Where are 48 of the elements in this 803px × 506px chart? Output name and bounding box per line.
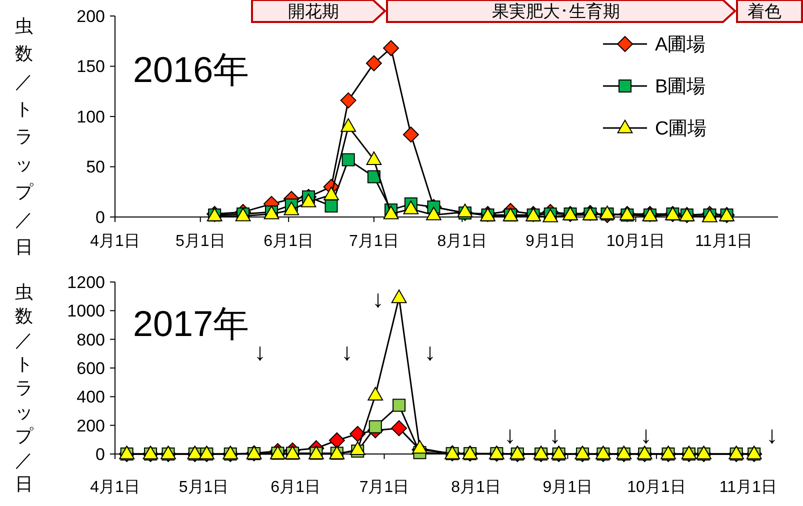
annotation: ↓ xyxy=(372,286,384,313)
legend-label: A圃場 xyxy=(655,34,706,56)
text: ↓ xyxy=(766,422,778,449)
period-banner: 開花期 xyxy=(251,0,386,23)
x-tick-label: 8月1日 xyxy=(451,479,501,496)
text: 2016年 xyxy=(133,49,250,90)
y-tick-label: 0 xyxy=(96,208,105,227)
annotation: 着色 xyxy=(748,2,782,21)
y-tick-label: 1200 xyxy=(67,272,105,292)
y-tick-label: 0 xyxy=(96,444,105,464)
annotation: ↓ xyxy=(549,422,561,449)
annotation: ↓ xyxy=(424,339,436,366)
x-tick-label: 7月1日 xyxy=(359,479,410,496)
y-tick-label: 400 xyxy=(76,388,105,407)
annotation: 開花期 xyxy=(288,2,339,21)
y-tick-label: 800 xyxy=(76,330,105,350)
text: 2017年 xyxy=(133,303,250,344)
x-tick-label: 9月1日 xyxy=(542,479,593,496)
y-tick-label: 600 xyxy=(76,358,105,378)
x-tick-label: 4月1日 xyxy=(90,479,140,496)
text: 虫数／トラップ／日 xyxy=(15,16,33,257)
x-tick-label: 11月1日 xyxy=(719,479,777,496)
x-tick-label: 4月1日 xyxy=(90,233,140,250)
x-tick-label: 7月1日 xyxy=(349,233,399,250)
annotation: 果実肥大･生育期 xyxy=(492,2,620,21)
legend-label: C圃場 xyxy=(655,118,707,140)
y-tick-label: 200 xyxy=(76,6,105,26)
annotation: ↓ xyxy=(640,422,652,449)
x-tick-label: 11月1日 xyxy=(695,233,753,250)
x-tick-label: 9月1日 xyxy=(525,233,576,250)
y-tick-label: 1000 xyxy=(67,302,105,321)
x-tick-label: 5月1日 xyxy=(175,233,226,250)
x-tick-label: 6月1日 xyxy=(264,233,314,250)
annotation: ↓ xyxy=(504,422,516,449)
y-tick-label: 50 xyxy=(86,158,105,177)
x-tick-label: 5月1日 xyxy=(178,479,229,496)
y-tick-label: 200 xyxy=(76,416,105,436)
y-tick-label: 100 xyxy=(76,107,105,126)
y-tick-label: 150 xyxy=(76,57,105,76)
x-tick-label: 10月1日 xyxy=(606,233,666,250)
x-tick-label: 10月1日 xyxy=(627,479,686,496)
x-tick-label: 6月1日 xyxy=(270,479,320,496)
text: 虫数／トラップ／日 xyxy=(15,282,33,494)
annotation: ↓ xyxy=(254,339,266,366)
legend-label: B圃場 xyxy=(655,76,706,98)
x-tick-label: 8月1日 xyxy=(437,233,488,250)
period-banner: 着色 xyxy=(736,0,803,23)
annotation: ↓ xyxy=(341,339,353,366)
